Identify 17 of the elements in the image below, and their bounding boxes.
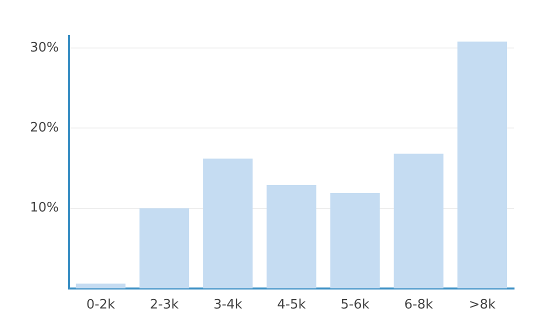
bar bbox=[266, 185, 316, 288]
bar bbox=[139, 208, 190, 288]
bar bbox=[330, 193, 380, 288]
x-tick-label: >8k bbox=[468, 298, 496, 313]
bar bbox=[394, 154, 444, 288]
y-tick-label: 10% bbox=[30, 200, 59, 216]
x-tick-label: 6-8k bbox=[404, 298, 434, 313]
bar bbox=[457, 42, 508, 288]
x-tick-label: 0-2k bbox=[86, 298, 116, 313]
x-tick-label: 2-3k bbox=[150, 298, 180, 313]
y-tick-label: 20% bbox=[30, 120, 59, 136]
bar bbox=[203, 158, 253, 288]
x-tick-label: 4-5k bbox=[277, 298, 306, 313]
x-tick-label: 3-4k bbox=[213, 298, 243, 313]
y-tick-label: 30% bbox=[30, 40, 59, 56]
bar bbox=[76, 284, 126, 288]
x-tick-label: 5-6k bbox=[340, 298, 370, 313]
